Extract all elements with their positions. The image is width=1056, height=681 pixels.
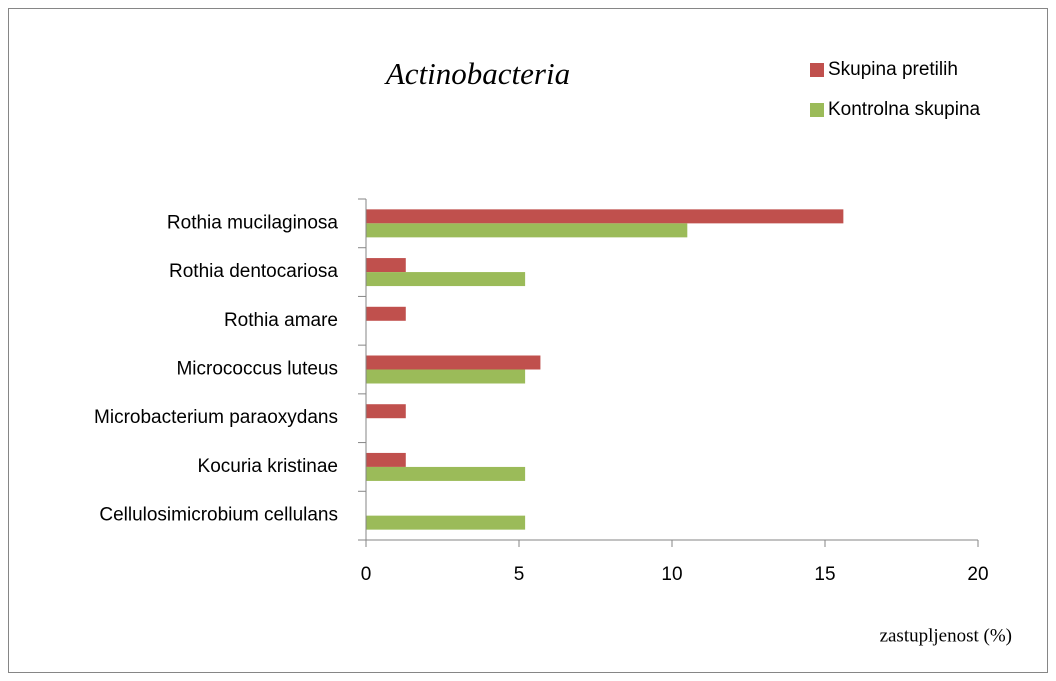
x-tick-label: 10 (661, 564, 682, 585)
bar (366, 369, 526, 384)
bar (366, 306, 406, 321)
legend-swatch (810, 103, 824, 117)
x-axis-label: zastupljenost (%) (880, 625, 1012, 646)
bar (366, 452, 406, 467)
y-tick-label: Rothia mucilaginosa (167, 212, 339, 233)
bar (366, 404, 406, 419)
x-tick-label: 0 (361, 564, 372, 585)
y-tick-label: Rothia amare (224, 310, 338, 331)
chart-title: Actinobacteria (384, 56, 570, 91)
bar (366, 466, 526, 481)
y-tick-label: Microbacterium paraoxydans (94, 407, 338, 428)
y-tick-label: Cellulosimicrobium cellulans (99, 505, 338, 526)
bar (366, 272, 526, 287)
legend-label: Kontrolna skupina (828, 99, 981, 120)
y-tick-label: Rothia dentocariosa (169, 261, 338, 282)
bar (366, 209, 844, 224)
frame (8, 8, 1048, 673)
x-tick-label: 20 (967, 564, 988, 585)
bar (366, 355, 541, 370)
legend-swatch (810, 63, 824, 77)
y-tick-label: Micrococcus luteus (176, 359, 338, 380)
bar (366, 258, 406, 273)
x-tick-label: 15 (814, 564, 835, 585)
bar (366, 515, 526, 530)
x-tick-label: 5 (514, 564, 525, 585)
bar (366, 223, 688, 238)
y-tick-label: Kocuria kristinae (198, 456, 338, 477)
legend-label: Skupina pretilih (828, 59, 958, 80)
